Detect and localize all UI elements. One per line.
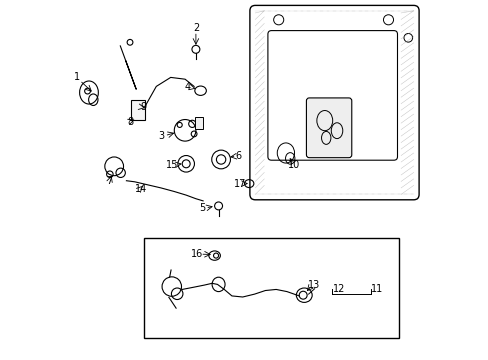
Bar bbox=[131, 100, 145, 120]
Text: 5: 5 bbox=[199, 203, 205, 213]
Text: 8: 8 bbox=[127, 117, 133, 127]
Text: 17: 17 bbox=[234, 179, 246, 189]
Text: 10: 10 bbox=[287, 159, 300, 170]
Text: 9: 9 bbox=[140, 102, 146, 112]
Text: 2: 2 bbox=[192, 23, 199, 33]
Text: 1: 1 bbox=[74, 72, 81, 82]
Text: 4: 4 bbox=[184, 82, 190, 92]
Text: 13: 13 bbox=[307, 280, 319, 290]
Text: 3: 3 bbox=[158, 131, 163, 141]
Text: 15: 15 bbox=[165, 159, 178, 170]
Bar bbox=[143, 238, 399, 338]
Text: 16: 16 bbox=[190, 249, 203, 259]
Bar bbox=[195, 117, 203, 129]
Text: 7: 7 bbox=[106, 176, 112, 186]
Text: 11: 11 bbox=[370, 284, 382, 294]
Text: 12: 12 bbox=[332, 284, 345, 294]
Text: 6: 6 bbox=[235, 151, 241, 161]
FancyBboxPatch shape bbox=[306, 98, 351, 158]
Text: 14: 14 bbox=[134, 184, 147, 194]
